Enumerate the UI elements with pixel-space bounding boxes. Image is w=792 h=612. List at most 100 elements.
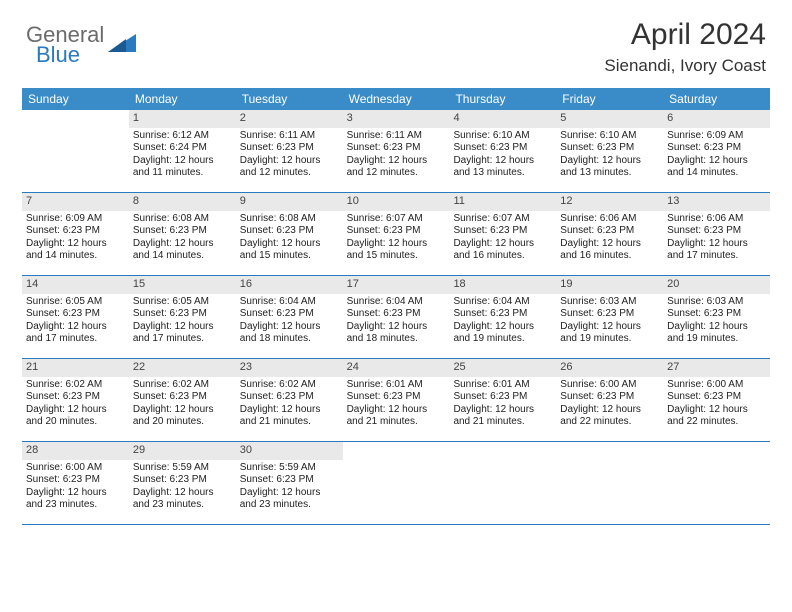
day-line: Sunset: 6:23 PM bbox=[26, 308, 125, 321]
day-line: Sunrise: 6:12 AM bbox=[133, 130, 232, 143]
day-line: Sunrise: 6:07 AM bbox=[347, 213, 446, 226]
day-cell: 26Sunrise: 6:00 AMSunset: 6:23 PMDayligh… bbox=[556, 359, 663, 441]
day-cell: 27Sunrise: 6:00 AMSunset: 6:23 PMDayligh… bbox=[663, 359, 770, 441]
day-cell: 23Sunrise: 6:02 AMSunset: 6:23 PMDayligh… bbox=[236, 359, 343, 441]
day-line: Sunrise: 6:11 AM bbox=[240, 130, 339, 143]
day-number: 24 bbox=[343, 359, 450, 377]
day-number: 8 bbox=[129, 193, 236, 211]
day-line: Sunset: 6:23 PM bbox=[560, 391, 659, 404]
day-line: Sunrise: 6:09 AM bbox=[667, 130, 766, 143]
day-number: 7 bbox=[22, 193, 129, 211]
day-line: Daylight: 12 hours and 14 minutes. bbox=[667, 155, 766, 180]
day-cell: 10Sunrise: 6:07 AMSunset: 6:23 PMDayligh… bbox=[343, 193, 450, 275]
day-line: Sunrise: 6:08 AM bbox=[133, 213, 232, 226]
day-number: 3 bbox=[343, 110, 450, 128]
day-cell: . bbox=[449, 442, 556, 524]
day-line: Sunset: 6:24 PM bbox=[133, 142, 232, 155]
day-line: Daylight: 12 hours and 18 minutes. bbox=[240, 321, 339, 346]
day-number: 22 bbox=[129, 359, 236, 377]
day-number: 9 bbox=[236, 193, 343, 211]
day-line: Sunrise: 6:00 AM bbox=[667, 379, 766, 392]
day-line: Sunset: 6:23 PM bbox=[240, 474, 339, 487]
day-line: Sunset: 6:23 PM bbox=[667, 225, 766, 238]
day-line: Daylight: 12 hours and 19 minutes. bbox=[453, 321, 552, 346]
day-line: Sunset: 6:23 PM bbox=[560, 308, 659, 321]
day-line: Sunrise: 6:11 AM bbox=[347, 130, 446, 143]
day-body: Sunrise: 5:59 AMSunset: 6:23 PMDaylight:… bbox=[236, 460, 343, 516]
day-line: Daylight: 12 hours and 23 minutes. bbox=[133, 487, 232, 512]
day-number: 16 bbox=[236, 276, 343, 294]
day-cell: . bbox=[22, 110, 129, 192]
day-cell: . bbox=[343, 442, 450, 524]
day-cell: 25Sunrise: 6:01 AMSunset: 6:23 PMDayligh… bbox=[449, 359, 556, 441]
day-body: Sunrise: 6:09 AMSunset: 6:23 PMDaylight:… bbox=[663, 128, 770, 184]
day-number: 29 bbox=[129, 442, 236, 460]
day-line: Sunrise: 6:06 AM bbox=[560, 213, 659, 226]
day-body bbox=[449, 460, 556, 466]
location: Sienandi, Ivory Coast bbox=[604, 56, 766, 76]
day-cell: 21Sunrise: 6:02 AMSunset: 6:23 PMDayligh… bbox=[22, 359, 129, 441]
day-cell: 18Sunrise: 6:04 AMSunset: 6:23 PMDayligh… bbox=[449, 276, 556, 358]
day-cell: 16Sunrise: 6:04 AMSunset: 6:23 PMDayligh… bbox=[236, 276, 343, 358]
day-line: Daylight: 12 hours and 23 minutes. bbox=[26, 487, 125, 512]
day-number: 1 bbox=[129, 110, 236, 128]
day-line: Sunrise: 6:02 AM bbox=[133, 379, 232, 392]
day-line: Daylight: 12 hours and 14 minutes. bbox=[133, 238, 232, 263]
day-line: Daylight: 12 hours and 22 minutes. bbox=[560, 404, 659, 429]
day-line: Sunset: 6:23 PM bbox=[133, 474, 232, 487]
day-number: . bbox=[343, 442, 450, 460]
day-body: Sunrise: 6:10 AMSunset: 6:23 PMDaylight:… bbox=[449, 128, 556, 184]
day-line: Sunset: 6:23 PM bbox=[453, 391, 552, 404]
day-body: Sunrise: 6:09 AMSunset: 6:23 PMDaylight:… bbox=[22, 211, 129, 267]
day-number: 25 bbox=[449, 359, 556, 377]
day-line: Sunset: 6:23 PM bbox=[347, 308, 446, 321]
day-cell: 22Sunrise: 6:02 AMSunset: 6:23 PMDayligh… bbox=[129, 359, 236, 441]
day-cell: 1Sunrise: 6:12 AMSunset: 6:24 PMDaylight… bbox=[129, 110, 236, 192]
day-cell: 9Sunrise: 6:08 AMSunset: 6:23 PMDaylight… bbox=[236, 193, 343, 275]
day-body: Sunrise: 6:03 AMSunset: 6:23 PMDaylight:… bbox=[663, 294, 770, 350]
day-line: Sunset: 6:23 PM bbox=[240, 308, 339, 321]
week-row: 14Sunrise: 6:05 AMSunset: 6:23 PMDayligh… bbox=[22, 276, 770, 359]
day-line: Daylight: 12 hours and 12 minutes. bbox=[347, 155, 446, 180]
day-body: Sunrise: 6:11 AMSunset: 6:23 PMDaylight:… bbox=[236, 128, 343, 184]
dow-wednesday: Wednesday bbox=[343, 88, 450, 110]
day-body: Sunrise: 6:02 AMSunset: 6:23 PMDaylight:… bbox=[236, 377, 343, 433]
dow-thursday: Thursday bbox=[449, 88, 556, 110]
day-line: Sunset: 6:23 PM bbox=[26, 474, 125, 487]
dow-friday: Friday bbox=[556, 88, 663, 110]
day-line: Sunrise: 5:59 AM bbox=[133, 462, 232, 475]
day-number: 14 bbox=[22, 276, 129, 294]
day-line: Sunset: 6:23 PM bbox=[240, 391, 339, 404]
dow-tuesday: Tuesday bbox=[236, 88, 343, 110]
day-line: Sunset: 6:23 PM bbox=[453, 142, 552, 155]
logo-text: General Blue bbox=[26, 24, 104, 66]
day-line: Daylight: 12 hours and 18 minutes. bbox=[347, 321, 446, 346]
day-body bbox=[556, 460, 663, 466]
week-row: 7Sunrise: 6:09 AMSunset: 6:23 PMDaylight… bbox=[22, 193, 770, 276]
day-body: Sunrise: 6:07 AMSunset: 6:23 PMDaylight:… bbox=[343, 211, 450, 267]
day-cell: 19Sunrise: 6:03 AMSunset: 6:23 PMDayligh… bbox=[556, 276, 663, 358]
day-line: Sunrise: 6:09 AM bbox=[26, 213, 125, 226]
day-body: Sunrise: 6:01 AMSunset: 6:23 PMDaylight:… bbox=[343, 377, 450, 433]
day-number: 4 bbox=[449, 110, 556, 128]
day-body: Sunrise: 6:05 AMSunset: 6:23 PMDaylight:… bbox=[22, 294, 129, 350]
day-line: Sunrise: 6:03 AM bbox=[560, 296, 659, 309]
day-body: Sunrise: 6:01 AMSunset: 6:23 PMDaylight:… bbox=[449, 377, 556, 433]
day-body: Sunrise: 6:08 AMSunset: 6:23 PMDaylight:… bbox=[236, 211, 343, 267]
day-number: 2 bbox=[236, 110, 343, 128]
day-number: 13 bbox=[663, 193, 770, 211]
day-line: Sunrise: 5:59 AM bbox=[240, 462, 339, 475]
header: General Blue April 2024 Sienandi, Ivory … bbox=[0, 0, 792, 82]
logo: General Blue bbox=[26, 18, 138, 66]
day-number: 10 bbox=[343, 193, 450, 211]
day-number: 6 bbox=[663, 110, 770, 128]
day-body: Sunrise: 6:02 AMSunset: 6:23 PMDaylight:… bbox=[129, 377, 236, 433]
day-line: Daylight: 12 hours and 23 minutes. bbox=[240, 487, 339, 512]
day-body: Sunrise: 6:04 AMSunset: 6:23 PMDaylight:… bbox=[343, 294, 450, 350]
day-number: . bbox=[663, 442, 770, 460]
day-body: Sunrise: 6:03 AMSunset: 6:23 PMDaylight:… bbox=[556, 294, 663, 350]
day-line: Sunrise: 6:03 AM bbox=[667, 296, 766, 309]
title-block: April 2024 Sienandi, Ivory Coast bbox=[604, 18, 766, 76]
day-number: 5 bbox=[556, 110, 663, 128]
dow-monday: Monday bbox=[129, 88, 236, 110]
